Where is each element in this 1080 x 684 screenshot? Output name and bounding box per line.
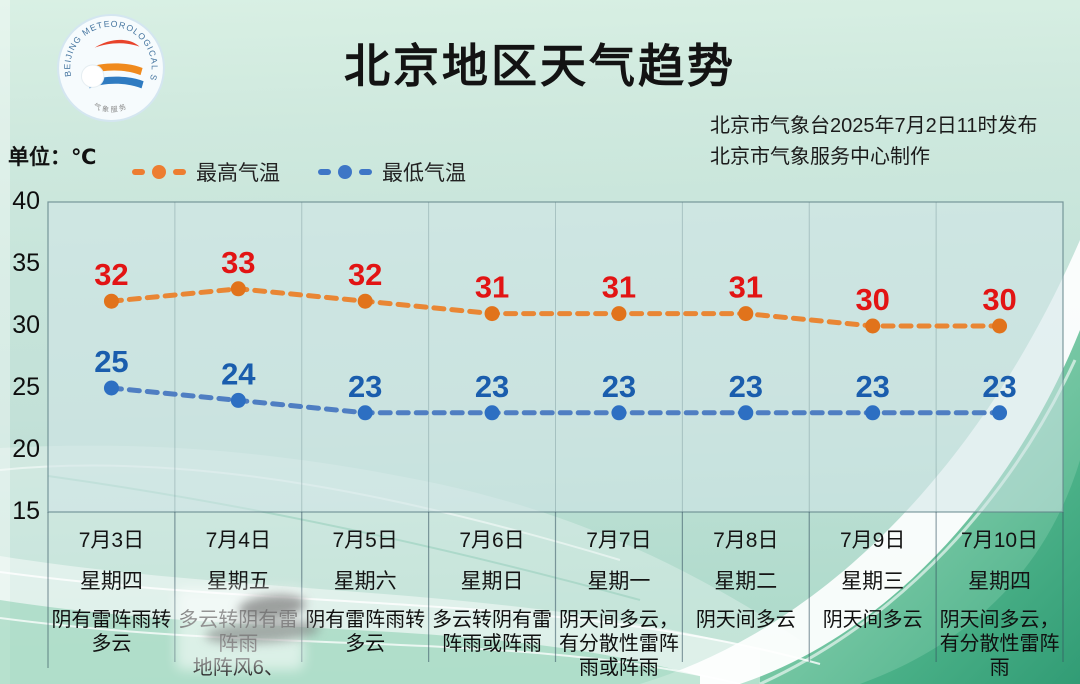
weekday-label: 星期三	[841, 570, 905, 593]
forecast-day-column: 7月8日星期二阴天间多云	[682, 512, 809, 684]
weekday-label: 星期五	[206, 570, 270, 593]
weekday-label: 星期六	[333, 570, 397, 593]
legend-label-high: 最高气温	[196, 162, 280, 185]
weekday-label: 星期二	[714, 570, 778, 593]
y-tick-label: 25	[12, 373, 40, 401]
issue-line-1: 北京市气象台2025年7月2日11时发布	[710, 115, 1038, 137]
data-point	[484, 405, 500, 421]
data-point	[103, 380, 119, 396]
data-point	[865, 318, 881, 334]
最高气温-line	[108, 286, 1003, 329]
issue-line-2: 北京市气象服务中心制作	[710, 146, 930, 168]
weather-description: 阴天间多云， 有分散性雷阵 雨或阵雨	[558, 609, 679, 679]
data-point	[992, 318, 1008, 334]
value-label: 23	[475, 369, 509, 404]
value-label: 23	[348, 369, 382, 404]
date-label: 7月3日	[78, 529, 145, 552]
data-point	[611, 405, 627, 421]
y-tick-label: 20	[12, 435, 40, 463]
date-label: 7月9日	[840, 529, 906, 552]
data-point	[103, 293, 119, 309]
legend-item-high: 最高气温	[132, 157, 280, 187]
data-point	[992, 405, 1008, 421]
weekday-label: 星期四	[968, 570, 1032, 593]
high-temp-line-icon	[132, 165, 186, 179]
y-tick-label: 30	[12, 311, 40, 339]
legend-item-low: 最低气温	[318, 157, 466, 187]
weather-description: 阴天间多云	[695, 609, 796, 631]
forecast-day-column: 7月6日星期日多云转阴有雷 阵雨或阵雨	[429, 512, 556, 684]
value-label: 32	[348, 257, 382, 292]
data-point	[357, 405, 373, 421]
plot-area	[47, 201, 1064, 513]
value-label: 31	[602, 270, 636, 305]
date-label: 7月6日	[459, 529, 525, 552]
date-label: 7月7日	[586, 529, 652, 552]
forecast-day-column: 7月10日星期四阴天间多云， 有分散性雷阵 雨	[936, 512, 1063, 684]
legend-label-low: 最低气温	[382, 162, 466, 185]
value-label: 23	[729, 369, 763, 404]
value-label: 32	[94, 257, 128, 292]
最低气温-line	[108, 385, 1003, 416]
page-title: 北京地区天气趋势	[344, 40, 736, 92]
value-label: 31	[729, 270, 763, 305]
weather-description: 阴有雷阵雨转 多云	[51, 609, 172, 655]
value-label: 25	[94, 344, 128, 379]
data-point	[230, 281, 246, 297]
value-label: 33	[221, 245, 255, 280]
data-point	[738, 306, 754, 322]
date-label: 7月5日	[332, 529, 398, 552]
chart-legend: 最高气温 最低气温	[132, 157, 466, 187]
value-label: 23	[602, 369, 636, 404]
y-tick-label: 35	[12, 249, 40, 277]
low-temp-line-icon	[318, 165, 372, 179]
data-point	[484, 306, 500, 322]
y-tick-label: 40	[12, 187, 40, 215]
weather-description: 阴天间多云， 有分散性雷阵 雨	[939, 609, 1060, 679]
unit-label: 单位：℃	[8, 146, 97, 169]
data-point	[230, 392, 246, 408]
weekday-label: 星期四	[79, 570, 143, 593]
logo-orange-band	[86, 63, 143, 76]
value-label: 30	[855, 282, 889, 317]
data-point	[357, 293, 373, 309]
value-label: 31	[475, 270, 509, 305]
weather-description: 阴有雷阵雨转 多云	[305, 609, 426, 655]
weekday-label: 星期一	[587, 570, 651, 593]
issue-info: 北京市气象台2025年7月2日11时发布 北京市气象服务中心制作	[710, 111, 1038, 173]
data-point	[611, 306, 627, 322]
date-label: 7月10日	[961, 529, 1039, 552]
forecast-day-column: 7月3日星期四阴有雷阵雨转 多云	[48, 512, 175, 684]
value-label: 24	[221, 356, 256, 391]
forecast-day-column: 7月5日星期六阴有雷阵雨转 多云	[302, 512, 429, 684]
meteorological-service-logo: BEIJING METEOROLOGICAL SERVICE 气象服务	[56, 13, 165, 122]
value-label: 30	[982, 282, 1016, 317]
logo-cloud-icon	[80, 64, 105, 88]
date-label: 7月8日	[713, 529, 779, 552]
logo-bird-icon	[94, 39, 140, 48]
weather-description: 多云转阴有雷 阵雨或阵雨	[432, 609, 553, 655]
weekday-label: 星期日	[460, 570, 524, 593]
y-tick-label: 15	[12, 497, 40, 525]
date-label: 7月4日	[205, 529, 271, 552]
forecast-day-column: 7月7日星期一阴天间多云， 有分散性雷阵 雨或阵雨	[556, 512, 683, 684]
data-point	[738, 405, 754, 421]
weather-description: 阴天间多云	[822, 609, 923, 631]
forecast-day-column: 7月9日星期三阴天间多云	[809, 512, 936, 684]
value-label: 23	[982, 369, 1016, 404]
value-label: 23	[855, 369, 889, 404]
data-point	[865, 405, 881, 421]
